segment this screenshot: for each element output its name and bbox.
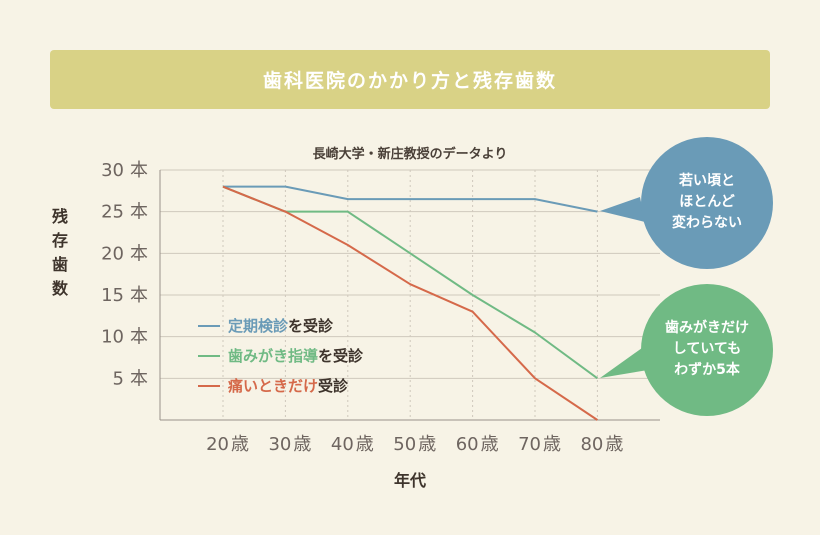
x-tick-unit: 歳 [543,434,561,455]
legend-label-part: 痛いときだけ [227,377,318,395]
annotation-text: 歯みがきだけ [665,319,749,336]
annotation-tail [600,348,648,378]
x-tick-unit: 歳 [231,434,249,455]
x-tick-unit: 歳 [418,434,436,455]
y-tick-label: 25 [101,202,124,223]
x-tick-label: 20 [206,434,229,455]
legend-label: 定期検診を受診 [228,317,334,335]
x-tick-label: 80 [580,434,603,455]
x-tick-label: 60 [456,434,479,455]
series-line-1 [223,185,598,213]
y-axis-title-char: 存 [52,231,68,250]
annotation-text: 若い頃と [678,172,735,189]
y-tick-label: 10 [101,327,124,348]
x-axis-ticks: 20 歳 30 歳 40 歳 50 歳 60 歳 70 歳 80 歳 [206,434,623,455]
annotation-bubble [641,137,773,269]
y-tick-unit: 本 [130,368,148,389]
series-lines [222,185,598,421]
x-tick-label: 50 [393,434,416,455]
annotation-text: ほとんど [679,194,735,210]
axes [159,170,660,421]
y-tick-label: 20 [101,243,124,264]
x-tick-label: 40 [331,434,354,455]
y-axis-title-char: 数 [52,279,69,298]
annotation-text: 変わらない [672,214,742,231]
y-tick-unit: 本 [130,243,148,264]
legend-label-part: 定期検診 [228,317,289,335]
y-axis-title: 残存歯数 [52,207,69,298]
y-tick-label: 30 [101,160,124,181]
title-banner: 歯科医院のかかり方と残存歯数 [50,50,770,109]
y-axis-ticks: 30 本25 本20 本15 本10 本5 本 [101,160,148,389]
legend-label: 痛いときだけ受診 [227,377,349,395]
series-line-3 [222,185,598,421]
annotation-bubble [641,284,773,416]
y-tick-label: 5 [113,368,124,389]
y-tick-unit: 本 [130,202,148,223]
legend-label-part: を受診 [318,347,364,365]
x-tick-unit: 歳 [605,434,623,455]
x-tick-unit: 歳 [481,434,499,455]
y-tick-label: 15 [101,285,124,306]
y-tick-unit: 本 [130,285,148,306]
annotation-text: わずか5本 [674,361,741,378]
annotation-text: していても [673,341,741,357]
legend-label-part: を受診 [288,317,334,335]
y-axis-title-char: 残 [52,207,68,226]
x-tick-label: 30 [268,434,291,455]
legend-label: 歯みがき指導を受診 [228,347,364,365]
x-tick-label: 70 [518,434,541,455]
legend-label-part: 歯みがき指導 [228,347,318,365]
y-tick-unit: 本 [130,327,148,348]
chart-title: 歯科医院のかかり方と残存歯数 [262,70,557,92]
x-tick-unit: 歳 [356,434,374,455]
x-tick-unit: 歳 [293,434,311,455]
x-axis-title: 年代 [394,471,426,490]
y-tick-unit: 本 [130,160,148,181]
y-axis-title-char: 歯 [52,255,68,274]
legend-label-part: 受診 [318,377,349,395]
annotation-tail [600,197,645,222]
chart-subtitle: 長崎大学・新庄教授のデータより [313,146,508,162]
